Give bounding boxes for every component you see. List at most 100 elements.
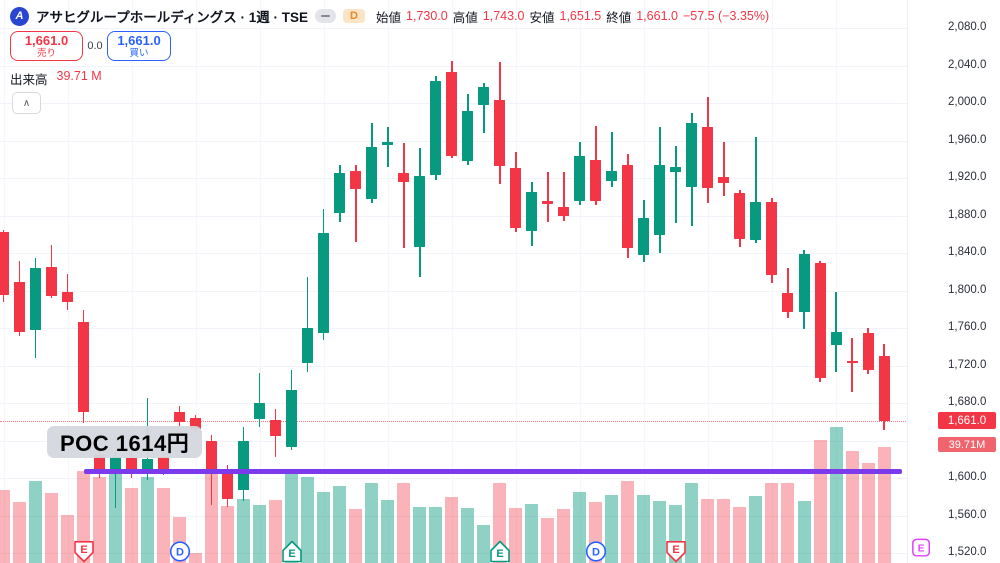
candle-body — [366, 147, 378, 199]
chevron-up-icon: ∧ — [22, 97, 31, 109]
grid-line-v — [515, 0, 517, 563]
volume-bar — [365, 482, 379, 563]
volume-bar — [253, 505, 267, 563]
poc-line[interactable] — [84, 469, 902, 474]
delayed-data-badge[interactable]: D — [343, 9, 366, 23]
volume-bar — [205, 474, 219, 563]
grid-line-h — [0, 403, 908, 404]
volume-bar — [125, 487, 139, 563]
change-value: −57.5 (−3.35%) — [682, 9, 770, 23]
volume-bar — [221, 506, 235, 563]
price-axis[interactable]: 1,661.0 39.71M E 2,080.0 2,040.0 2,000.0 1,… — [907, 0, 1000, 563]
volume-bar — [397, 482, 411, 563]
ohlc-readout: 始値 1,730.0 高値 1,743.0 安値 1,651.5 終値 1,66… — [376, 7, 769, 26]
grid-line-h — [0, 290, 908, 292]
current-volume-tag: 39.71M — [938, 437, 996, 452]
candle-body — [286, 389, 298, 448]
symbol-logo-icon: A — [10, 6, 29, 26]
volume-bar — [621, 480, 635, 563]
sell-button[interactable]: 1,661.0 売り — [10, 31, 83, 61]
volume-bar — [813, 440, 827, 563]
candle-body — [878, 356, 890, 421]
marker-earnings[interactable]: E — [665, 540, 687, 563]
volume-bar — [493, 482, 507, 563]
candle-wick — [611, 132, 613, 188]
axis-price-label: 1,800.0 — [948, 283, 987, 296]
volume-bar — [93, 477, 107, 563]
high-label: 高値 — [452, 10, 478, 25]
volume-bar — [189, 553, 203, 563]
candle-wick — [675, 146, 677, 223]
axis-price-label: 1,920.0 — [948, 171, 987, 183]
grid-line-v — [707, 0, 709, 563]
grid-line-h — [0, 515, 908, 517]
candle-body — [734, 193, 746, 239]
candle-body — [62, 292, 74, 302]
candle-body — [350, 171, 362, 190]
axis-price-label: 1,960.0 — [948, 133, 987, 146]
axis-price-label: 1,600.0 — [948, 471, 987, 483]
candle-body — [206, 440, 218, 471]
open-value: 1,730.0 — [406, 9, 448, 23]
grid-line-h — [0, 28, 908, 29]
buy-button[interactable]: 1,661.0 買い — [107, 31, 171, 61]
marker-earnings[interactable]: E — [281, 540, 303, 563]
chart-canvas[interactable]: POC 1614円 E D E E D E — [0, 0, 908, 563]
candle-body — [398, 173, 410, 182]
volume-bar — [573, 492, 587, 563]
low-label: 安値 — [529, 10, 555, 25]
collapse-legend-button[interactable]: ∧ — [12, 92, 41, 114]
volume-bar — [285, 470, 299, 563]
candle-body — [542, 200, 554, 205]
volume-bar — [333, 486, 347, 563]
volume-bar — [701, 499, 715, 563]
grid-line-v — [131, 0, 133, 563]
symbol-title[interactable]: アサヒグループホールディングス · 1週 · TSE — [36, 10, 309, 25]
svg-text:E: E — [918, 544, 925, 555]
marker-earnings[interactable]: E — [489, 540, 511, 563]
candle-wick — [306, 277, 309, 373]
candle-body — [670, 166, 682, 173]
axis-price-label: 1,560.0 — [948, 508, 987, 521]
volume-readout: 出来高 39.71 M — [10, 69, 102, 88]
marker-earnings[interactable]: E — [73, 540, 95, 563]
volume-bar — [381, 500, 395, 563]
volume-bar — [605, 494, 619, 563]
candle-body — [174, 412, 186, 422]
grid-line-v — [387, 0, 389, 563]
candle-body — [0, 232, 9, 296]
candle-body — [846, 360, 858, 363]
volume-bar — [29, 480, 43, 563]
volume-bar — [845, 451, 859, 563]
candle-body — [30, 268, 42, 330]
candle-body — [654, 164, 666, 236]
volume-bar — [45, 493, 59, 563]
candle-body — [638, 218, 650, 255]
marker-dividend[interactable]: D — [169, 540, 191, 563]
volume-bar — [109, 470, 123, 563]
candle-body — [446, 72, 458, 156]
volume-value: 39.71 M — [56, 69, 102, 83]
market-status-icon[interactable] — [315, 9, 337, 23]
svg-text:E: E — [80, 544, 87, 556]
svg-text:D: D — [592, 547, 600, 559]
marker-dividend[interactable]: D — [585, 540, 607, 563]
candle-body — [158, 457, 170, 469]
axis-price-label: 2,000.0 — [948, 96, 987, 108]
volume-bar — [429, 506, 443, 563]
candle-body — [526, 192, 538, 231]
candle-body — [750, 202, 762, 240]
open-label: 始値 — [376, 10, 402, 25]
spread-value: 0.0 — [87, 40, 103, 52]
upcoming-earnings-marker[interactable]: E — [911, 538, 932, 559]
candle-body — [862, 332, 874, 371]
candle-body — [334, 173, 346, 213]
volume-bar — [861, 463, 875, 563]
poc-price-label[interactable]: POC 1614円 — [47, 426, 203, 458]
volume-bar — [509, 508, 523, 563]
candle-body — [238, 440, 250, 491]
volume-bar — [765, 482, 779, 563]
volume-bar — [557, 508, 571, 563]
candle-body — [302, 328, 314, 363]
